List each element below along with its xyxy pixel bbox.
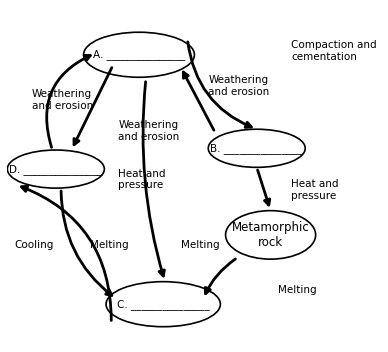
Text: D. _______________: D. _______________ (9, 164, 102, 175)
Text: B. _______________: B. _______________ (211, 143, 303, 154)
Text: Compaction and
cementation: Compaction and cementation (291, 40, 377, 62)
Text: Melting: Melting (180, 240, 219, 250)
Text: Weathering
and erosion: Weathering and erosion (31, 89, 93, 111)
Text: Melting: Melting (277, 285, 316, 295)
Text: Heat and
pressure: Heat and pressure (291, 179, 339, 201)
Ellipse shape (225, 210, 315, 259)
Text: Cooling: Cooling (14, 240, 54, 250)
Text: Weathering
and erosion: Weathering and erosion (118, 120, 180, 142)
Ellipse shape (7, 150, 104, 188)
Text: Metamorphic
rock: Metamorphic rock (232, 221, 310, 249)
Text: Heat and
pressure: Heat and pressure (118, 169, 166, 190)
Ellipse shape (83, 32, 194, 77)
Text: C. _______________: C. _______________ (117, 299, 210, 310)
Ellipse shape (208, 129, 305, 167)
Text: Melting: Melting (90, 240, 129, 250)
Text: A. _______________: A. _______________ (93, 49, 185, 60)
Ellipse shape (106, 282, 220, 327)
Text: Weathering
and erosion: Weathering and erosion (208, 75, 270, 97)
